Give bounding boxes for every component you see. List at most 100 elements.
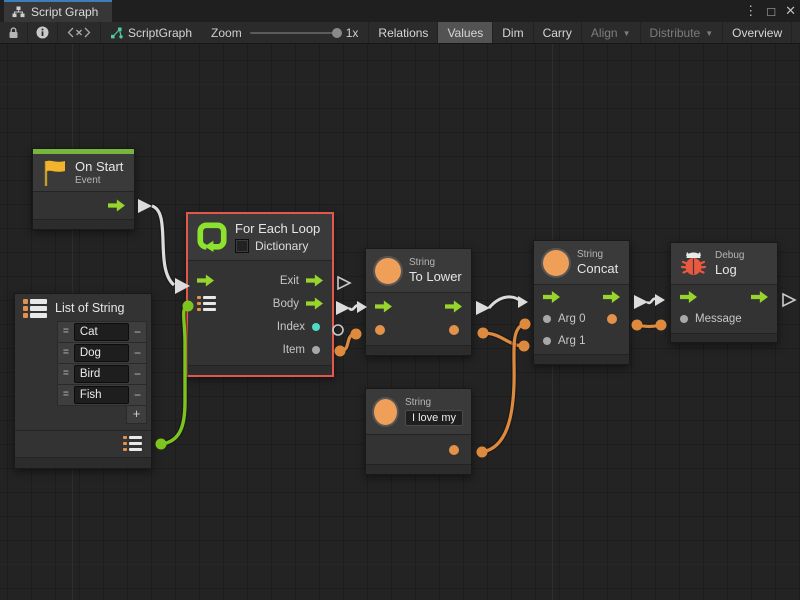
- list-item-row: = Fish −: [57, 383, 147, 406]
- node-debug-log[interactable]: Debug Log Message: [670, 242, 778, 343]
- wire-tolower-to-arg1[interactable]: [477, 327, 530, 352]
- remove-item-button[interactable]: −: [133, 366, 141, 381]
- message-input-port[interactable]: [680, 315, 688, 323]
- flow-input-port[interactable]: [197, 274, 214, 287]
- drag-handle[interactable]: =: [63, 389, 69, 400]
- wire-concat-to-message[interactable]: [631, 319, 667, 331]
- flow-output-port[interactable]: [445, 300, 462, 313]
- exit-output-port[interactable]: [306, 274, 323, 287]
- wire-tolower-to-concat[interactable]: [476, 294, 528, 315]
- zoom-slider-handle[interactable]: [331, 27, 342, 38]
- port-label: Index: [276, 320, 305, 333]
- relations-toggle[interactable]: Relations: [368, 22, 437, 43]
- node-title: For Each Loop: [235, 221, 321, 236]
- dictionary-checkbox[interactable]: [235, 239, 249, 253]
- drag-handle[interactable]: =: [63, 347, 69, 358]
- node-string-literal[interactable]: String I love my: [365, 388, 472, 475]
- align-dropdown[interactable]: Align ▼: [580, 22, 640, 43]
- collection-input-port[interactable]: [197, 295, 216, 312]
- node-title: Concat: [577, 261, 619, 276]
- drag-handle[interactable]: =: [63, 368, 69, 379]
- flow-output-port[interactable]: [603, 291, 620, 303]
- maximize-icon[interactable]: □: [767, 3, 776, 19]
- graph-canvas[interactable]: On Start Event List of String: [0, 44, 800, 600]
- values-toggle[interactable]: Values: [437, 22, 493, 43]
- remove-item-button[interactable]: −: [133, 324, 141, 339]
- wire-onstart-to-foreach[interactable]: [138, 199, 190, 294]
- zoom-slider[interactable]: [249, 27, 342, 38]
- node-footer: [33, 219, 134, 229]
- remove-item-button[interactable]: −: [133, 345, 141, 360]
- wire-item-to-tolower[interactable]: [334, 328, 362, 357]
- graph-breadcrumb[interactable]: ScriptGraph: [101, 22, 201, 43]
- string-output-port[interactable]: [449, 324, 459, 335]
- checkbox-label: Dictionary: [255, 239, 309, 253]
- node-concat[interactable]: String Concat Arg 0: [533, 240, 630, 365]
- list-item-row: = Cat −: [57, 320, 147, 343]
- graph-icon: [12, 6, 25, 18]
- overview-button[interactable]: Overview: [722, 22, 791, 43]
- lock-button[interactable]: [0, 22, 28, 43]
- list-item-input[interactable]: Fish: [73, 385, 129, 404]
- graph-toolbar: ScriptGraph Zoom 1x Relations Values Dim…: [0, 22, 800, 44]
- event-accent-bar: [33, 149, 134, 154]
- code-preview-button[interactable]: [58, 22, 101, 43]
- body-output-port[interactable]: [306, 297, 323, 310]
- flow-input-port[interactable]: [680, 291, 697, 303]
- list-item-input[interactable]: Bird: [73, 364, 129, 383]
- node-title: To Lower: [409, 269, 462, 284]
- string-input-port[interactable]: [375, 324, 385, 335]
- drag-handle[interactable]: =: [63, 326, 69, 337]
- node-for-each-loop[interactable]: For Each Loop Dictionary Exit: [186, 212, 334, 377]
- node-title: On Start: [75, 159, 124, 174]
- zoom-value: 1x: [345, 25, 359, 40]
- trigger-output-port[interactable]: [108, 199, 125, 212]
- zoom-label: Zoom: [211, 25, 242, 40]
- list-output-port[interactable]: [123, 435, 142, 452]
- bug-icon: [680, 252, 707, 275]
- inspect-button[interactable]: [28, 22, 58, 43]
- list-item-row: = Bird −: [57, 362, 147, 385]
- exit-unconnected-hint: [337, 275, 352, 291]
- tab-script-graph[interactable]: Script Graph: [4, 0, 112, 22]
- log-exit-unconnected-hint: [782, 292, 797, 308]
- add-item-button[interactable]: +: [126, 405, 147, 424]
- arg1-input-port[interactable]: [543, 337, 551, 345]
- node-to-lower[interactable]: String To Lower: [365, 248, 472, 356]
- chevron-down-icon: ▼: [705, 29, 714, 38]
- close-icon[interactable]: ✕: [785, 3, 796, 18]
- distribute-dropdown[interactable]: Distribute ▼: [639, 22, 723, 43]
- node-list-of-string[interactable]: List of String = Cat − = Dog − =: [14, 293, 152, 469]
- node-footer: [188, 365, 332, 375]
- node-footer: [366, 345, 471, 355]
- list-item-input[interactable]: Dog: [73, 343, 129, 362]
- string-output-port[interactable]: [449, 444, 459, 455]
- tab-title: Script Graph: [31, 5, 99, 19]
- dim-toggle[interactable]: Dim: [492, 22, 532, 43]
- fullscreen-button[interactable]: Full Screen: [791, 22, 800, 43]
- port-label: Message: [695, 313, 742, 325]
- carry-toggle[interactable]: Carry: [532, 22, 581, 43]
- result-output-port[interactable]: [607, 314, 617, 324]
- flow-input-port[interactable]: [375, 300, 392, 313]
- flow-input-port[interactable]: [543, 291, 560, 303]
- list-item-input[interactable]: Cat: [73, 322, 129, 341]
- index-output-port[interactable]: [312, 322, 320, 331]
- node-subtitle: Debug: [715, 250, 745, 261]
- port-label: Exit: [279, 274, 299, 287]
- arg0-input-port[interactable]: [543, 315, 551, 323]
- flow-output-port[interactable]: [751, 291, 768, 303]
- port-label: Arg 0: [558, 313, 586, 325]
- node-on-start[interactable]: On Start Event: [32, 148, 135, 230]
- node-title: List of String: [55, 301, 125, 316]
- string-value-input[interactable]: I love my: [405, 410, 463, 426]
- remove-item-button[interactable]: −: [133, 387, 141, 402]
- window-menu-icon[interactable]: ⋮: [744, 3, 758, 18]
- item-output-port[interactable]: [312, 345, 320, 354]
- wire-string-to-arg0[interactable]: [476, 318, 531, 458]
- wire-body-to-tolower[interactable]: [336, 301, 367, 315]
- node-subtitle: String: [405, 397, 432, 408]
- script-graph-icon: [111, 27, 123, 38]
- node-footer: [15, 456, 151, 468]
- wire-concat-to-log[interactable]: [634, 294, 665, 309]
